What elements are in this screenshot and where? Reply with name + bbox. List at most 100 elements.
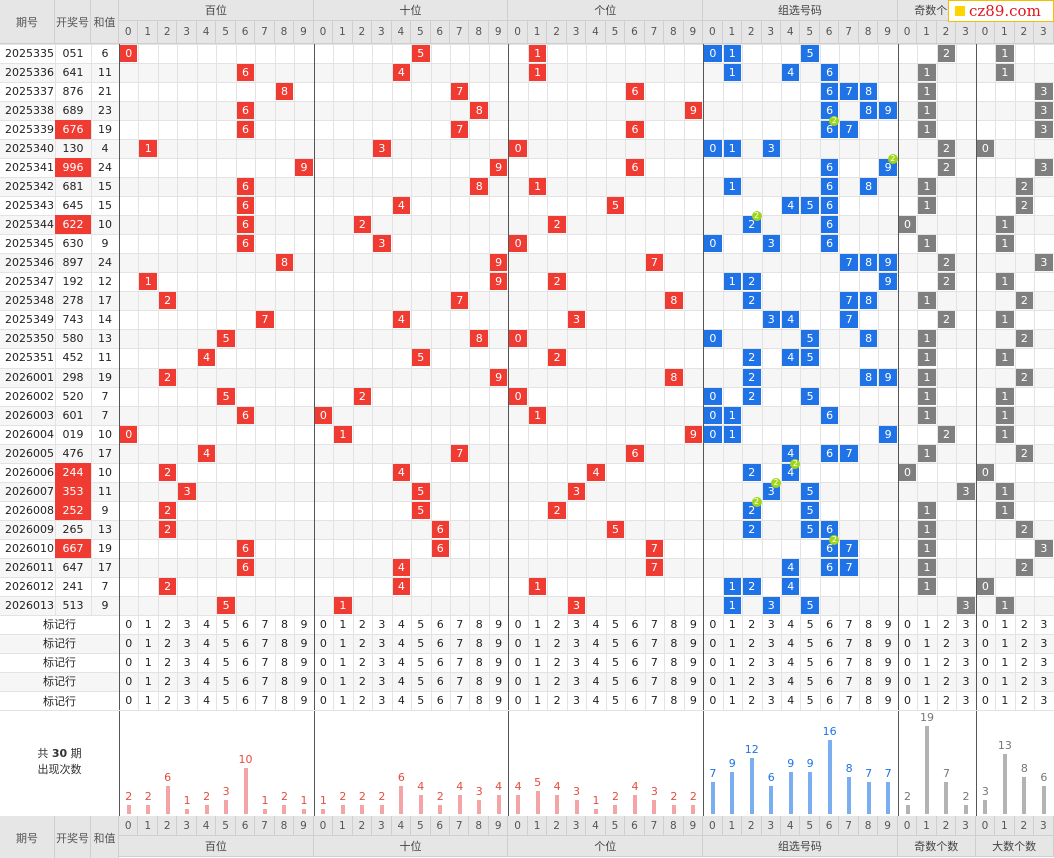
marker-cell[interactable]: 2 bbox=[553, 655, 561, 669]
marker-cell[interactable]: 7 bbox=[845, 655, 853, 669]
marker-cell[interactable]: 3 bbox=[183, 694, 191, 708]
marker-cell[interactable]: 2 bbox=[1020, 694, 1028, 708]
marker-cell[interactable]: 3 bbox=[1040, 674, 1048, 688]
marker-cell[interactable]: 1 bbox=[1001, 655, 1009, 669]
marker-cell[interactable]: 4 bbox=[203, 636, 211, 650]
marker-cell[interactable]: 5 bbox=[417, 655, 425, 669]
marker-cell[interactable]: 0 bbox=[709, 617, 717, 631]
marker-cell[interactable]: 5 bbox=[222, 655, 230, 669]
marker-cell[interactable]: 7 bbox=[650, 617, 658, 631]
marker-cell[interactable]: 4 bbox=[787, 694, 795, 708]
marker-cell[interactable]: 1 bbox=[144, 617, 152, 631]
marker-cell[interactable]: 0 bbox=[514, 694, 522, 708]
marker-cell[interactable]: 2 bbox=[553, 694, 561, 708]
marker-cell[interactable]: 1 bbox=[923, 674, 931, 688]
marker-row-label[interactable]: 标记行 bbox=[43, 637, 76, 651]
marker-cell[interactable]: 5 bbox=[222, 694, 230, 708]
marker-cell[interactable]: 3 bbox=[378, 617, 386, 631]
marker-cell[interactable]: 0 bbox=[904, 694, 912, 708]
marker-cell[interactable]: 0 bbox=[125, 636, 133, 650]
marker-cell[interactable]: 5 bbox=[806, 617, 814, 631]
marker-cell[interactable]: 8 bbox=[475, 694, 483, 708]
marker-cell[interactable]: 5 bbox=[806, 694, 814, 708]
marker-cell[interactable]: 2 bbox=[748, 617, 756, 631]
marker-cell[interactable]: 1 bbox=[144, 694, 152, 708]
marker-row-label[interactable]: 标记行 bbox=[43, 656, 76, 670]
marker-cell[interactable]: 8 bbox=[865, 694, 873, 708]
marker-cell[interactable]: 0 bbox=[319, 674, 327, 688]
marker-cell[interactable]: 4 bbox=[397, 636, 405, 650]
marker-cell[interactable]: 3 bbox=[573, 674, 581, 688]
marker-cell[interactable]: 2 bbox=[358, 636, 366, 650]
marker-cell[interactable]: 9 bbox=[300, 617, 308, 631]
marker-cell[interactable]: 6 bbox=[242, 694, 250, 708]
marker-cell[interactable]: 0 bbox=[904, 636, 912, 650]
marker-cell[interactable]: 6 bbox=[826, 674, 834, 688]
marker-row-label[interactable]: 标记行 bbox=[43, 694, 76, 708]
marker-cell[interactable]: 3 bbox=[1040, 617, 1048, 631]
marker-cell[interactable]: 5 bbox=[611, 674, 619, 688]
marker-cell[interactable]: 5 bbox=[806, 636, 814, 650]
marker-cell[interactable]: 0 bbox=[514, 674, 522, 688]
marker-cell[interactable]: 8 bbox=[280, 617, 288, 631]
marker-cell[interactable]: 6 bbox=[631, 694, 639, 708]
marker-cell[interactable]: 2 bbox=[748, 674, 756, 688]
marker-cell[interactable]: 3 bbox=[573, 617, 581, 631]
marker-cell[interactable]: 1 bbox=[144, 655, 152, 669]
marker-cell[interactable]: 8 bbox=[280, 674, 288, 688]
marker-cell[interactable]: 0 bbox=[514, 636, 522, 650]
marker-cell[interactable]: 4 bbox=[787, 617, 795, 631]
marker-cell[interactable]: 7 bbox=[845, 694, 853, 708]
marker-cell[interactable]: 5 bbox=[806, 674, 814, 688]
marker-cell[interactable]: 2 bbox=[164, 636, 172, 650]
marker-cell[interactable]: 6 bbox=[631, 636, 639, 650]
marker-cell[interactable]: 9 bbox=[884, 617, 892, 631]
marker-cell[interactable]: 2 bbox=[1020, 655, 1028, 669]
marker-cell[interactable]: 4 bbox=[592, 655, 600, 669]
marker-cell[interactable]: 5 bbox=[611, 694, 619, 708]
marker-cell[interactable]: 3 bbox=[573, 655, 581, 669]
marker-cell[interactable]: 7 bbox=[456, 617, 464, 631]
marker-cell[interactable]: 0 bbox=[981, 655, 989, 669]
marker-cell[interactable]: 4 bbox=[397, 694, 405, 708]
marker-cell[interactable]: 3 bbox=[378, 694, 386, 708]
marker-cell[interactable]: 8 bbox=[280, 694, 288, 708]
marker-cell[interactable]: 9 bbox=[300, 655, 308, 669]
marker-cell[interactable]: 2 bbox=[748, 636, 756, 650]
marker-cell[interactable]: 3 bbox=[378, 655, 386, 669]
marker-cell[interactable]: 7 bbox=[650, 694, 658, 708]
marker-cell[interactable]: 4 bbox=[397, 617, 405, 631]
marker-cell[interactable]: 3 bbox=[183, 617, 191, 631]
marker-cell[interactable]: 1 bbox=[534, 655, 542, 669]
marker-cell[interactable]: 6 bbox=[631, 655, 639, 669]
marker-cell[interactable]: 5 bbox=[611, 617, 619, 631]
marker-cell[interactable]: 7 bbox=[650, 674, 658, 688]
marker-cell[interactable]: 3 bbox=[573, 636, 581, 650]
marker-cell[interactable]: 3 bbox=[573, 694, 581, 708]
marker-cell[interactable]: 4 bbox=[592, 617, 600, 631]
marker-cell[interactable]: 8 bbox=[670, 617, 678, 631]
marker-cell[interactable]: 0 bbox=[709, 636, 717, 650]
marker-cell[interactable]: 2 bbox=[1020, 636, 1028, 650]
marker-cell[interactable]: 9 bbox=[300, 674, 308, 688]
site-logo[interactable]: cz89.com bbox=[948, 0, 1054, 22]
marker-cell[interactable]: 1 bbox=[728, 694, 736, 708]
marker-cell[interactable]: 0 bbox=[981, 694, 989, 708]
marker-cell[interactable]: 7 bbox=[845, 674, 853, 688]
marker-cell[interactable]: 8 bbox=[475, 636, 483, 650]
marker-cell[interactable]: 3 bbox=[962, 617, 970, 631]
marker-cell[interactable]: 1 bbox=[1001, 674, 1009, 688]
marker-cell[interactable]: 2 bbox=[748, 694, 756, 708]
marker-cell[interactable]: 5 bbox=[417, 617, 425, 631]
marker-cell[interactable]: 7 bbox=[650, 636, 658, 650]
marker-cell[interactable]: 0 bbox=[981, 636, 989, 650]
marker-cell[interactable]: 1 bbox=[728, 655, 736, 669]
marker-cell[interactable]: 8 bbox=[280, 655, 288, 669]
marker-cell[interactable]: 2 bbox=[942, 674, 950, 688]
marker-cell[interactable]: 3 bbox=[1040, 694, 1048, 708]
marker-cell[interactable]: 5 bbox=[222, 636, 230, 650]
marker-cell[interactable]: 5 bbox=[417, 674, 425, 688]
marker-cell[interactable]: 2 bbox=[164, 655, 172, 669]
marker-cell[interactable]: 2 bbox=[748, 655, 756, 669]
marker-cell[interactable]: 9 bbox=[884, 636, 892, 650]
